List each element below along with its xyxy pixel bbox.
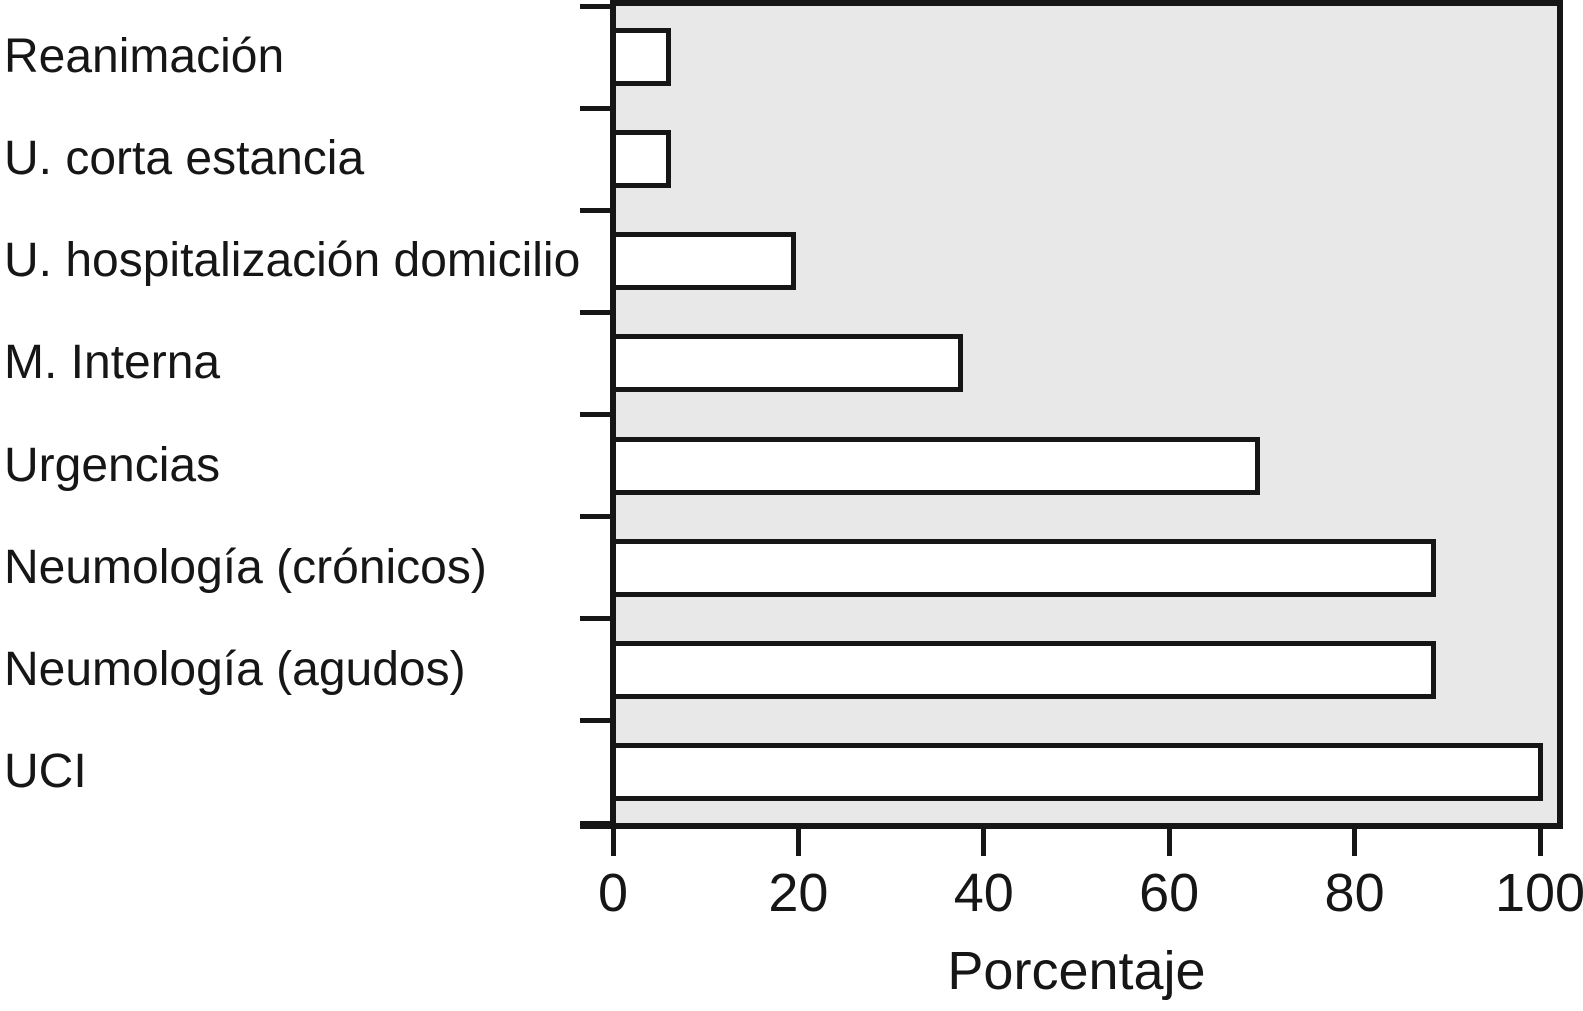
category-label: Urgencias (4, 438, 221, 492)
x-tick-label: 0 (597, 863, 629, 923)
y-tick (580, 309, 611, 315)
y-tick (580, 514, 611, 520)
x-tick-label: 80 (1324, 863, 1385, 923)
bar (611, 232, 796, 291)
x-tick (795, 829, 801, 856)
bar (611, 640, 1436, 699)
plot-area (610, 0, 1563, 823)
x-tick-label: 40 (953, 863, 1014, 923)
category-label: Reanimación (4, 30, 285, 84)
x-tick-label: 60 (1139, 863, 1200, 923)
y-tick (580, 718, 611, 724)
bar (611, 436, 1260, 495)
y-tick (580, 616, 611, 622)
category-label: U. hospitalización domicilio (4, 234, 581, 288)
category-label: M. Interna (4, 336, 221, 390)
x-axis-title: Porcentaje (947, 941, 1206, 1001)
x-tick-label: 20 (768, 863, 829, 923)
x-tick (1166, 829, 1172, 856)
y-tick (580, 3, 611, 9)
x-tick (610, 829, 616, 856)
x-tick (1352, 829, 1358, 856)
x-tick (1537, 829, 1543, 856)
category-label: Neumología (agudos) (4, 642, 466, 696)
category-label: UCI (4, 744, 87, 798)
bar (611, 334, 963, 393)
x-tick (981, 829, 987, 856)
category-label: U. corta estancia (4, 132, 365, 186)
bar (611, 130, 671, 189)
bar (611, 742, 1543, 801)
y-tick (580, 412, 611, 417)
bar (611, 538, 1436, 597)
x-axis-line (580, 823, 1563, 829)
bar (611, 28, 671, 87)
y-tick (580, 105, 611, 111)
y-tick (580, 207, 611, 213)
category-label: Neumología (crónicos) (4, 540, 487, 594)
x-tick-label: 100 (1494, 863, 1583, 923)
